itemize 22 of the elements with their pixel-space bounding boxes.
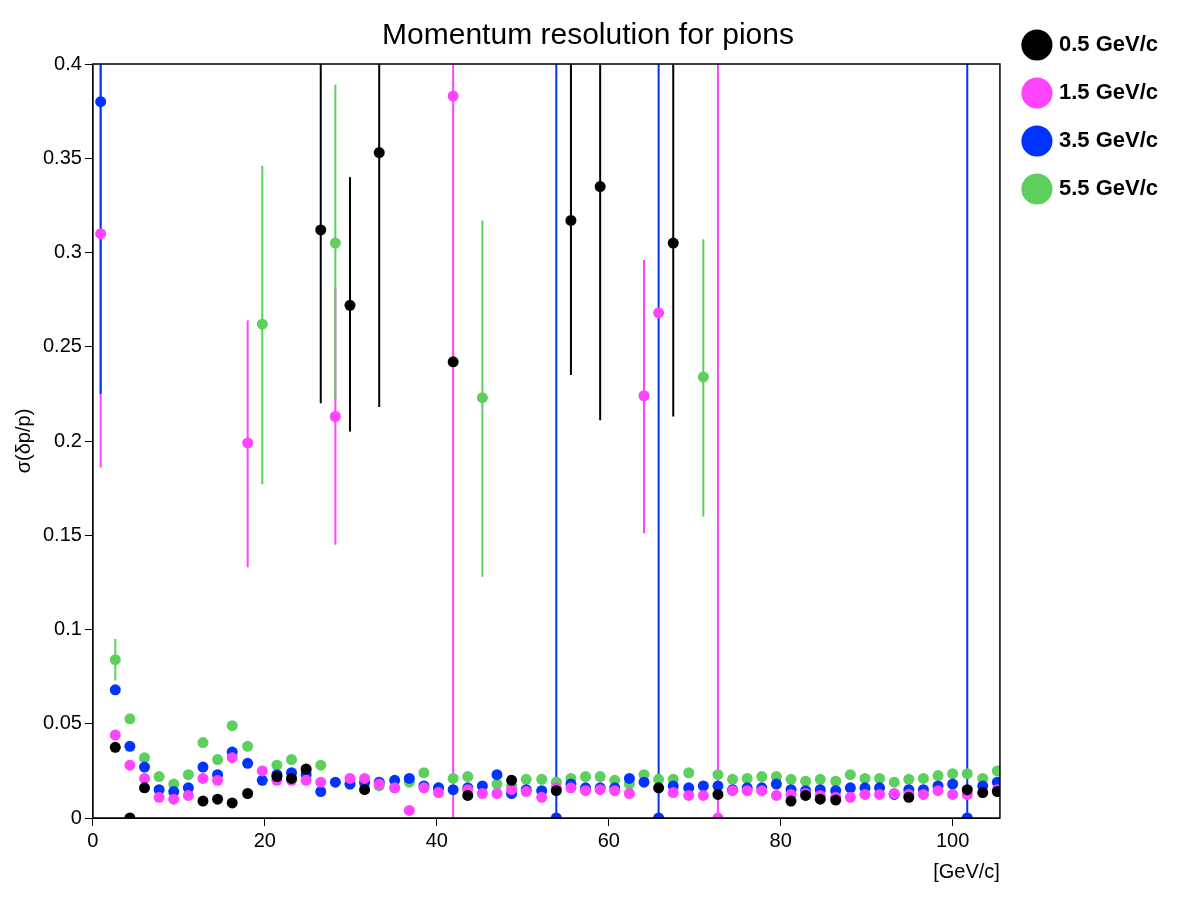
y-tick-label: 0.25 — [42, 334, 82, 357]
legend-label: 1.5 GeV/c — [1058, 79, 1159, 105]
y-tick-label: 0 — [70, 805, 82, 828]
y-axis-title: σ(δp/p) — [11, 408, 34, 474]
y-tick-label: 0.1 — [54, 617, 82, 640]
chart-title: Momentum resolution for pions — [382, 17, 794, 51]
legend-label: 0.5 GeV/c — [1058, 31, 1159, 57]
x-axis-title: [GeV/c] — [933, 859, 1000, 882]
y-tick-label: 0.2 — [54, 428, 82, 451]
y-tick-label: 0.15 — [42, 522, 82, 545]
y-tick-label: 0.35 — [42, 145, 82, 168]
legend-label: 3.5 GeV/c — [1058, 127, 1159, 153]
x-tick-label: 0 — [87, 828, 99, 851]
y-tick-label: 0.4 — [54, 51, 82, 74]
x-tick-label: 100 — [935, 828, 970, 851]
legend-label: 5.5 GeV/c — [1058, 175, 1159, 201]
x-tick-label: 60 — [597, 828, 620, 851]
x-tick-label: 40 — [425, 828, 448, 851]
y-tick-label: 0.3 — [54, 240, 82, 263]
y-tick-label: 0.05 — [42, 711, 82, 734]
x-tick-label: 80 — [769, 828, 792, 851]
x-tick-label: 20 — [253, 828, 276, 851]
